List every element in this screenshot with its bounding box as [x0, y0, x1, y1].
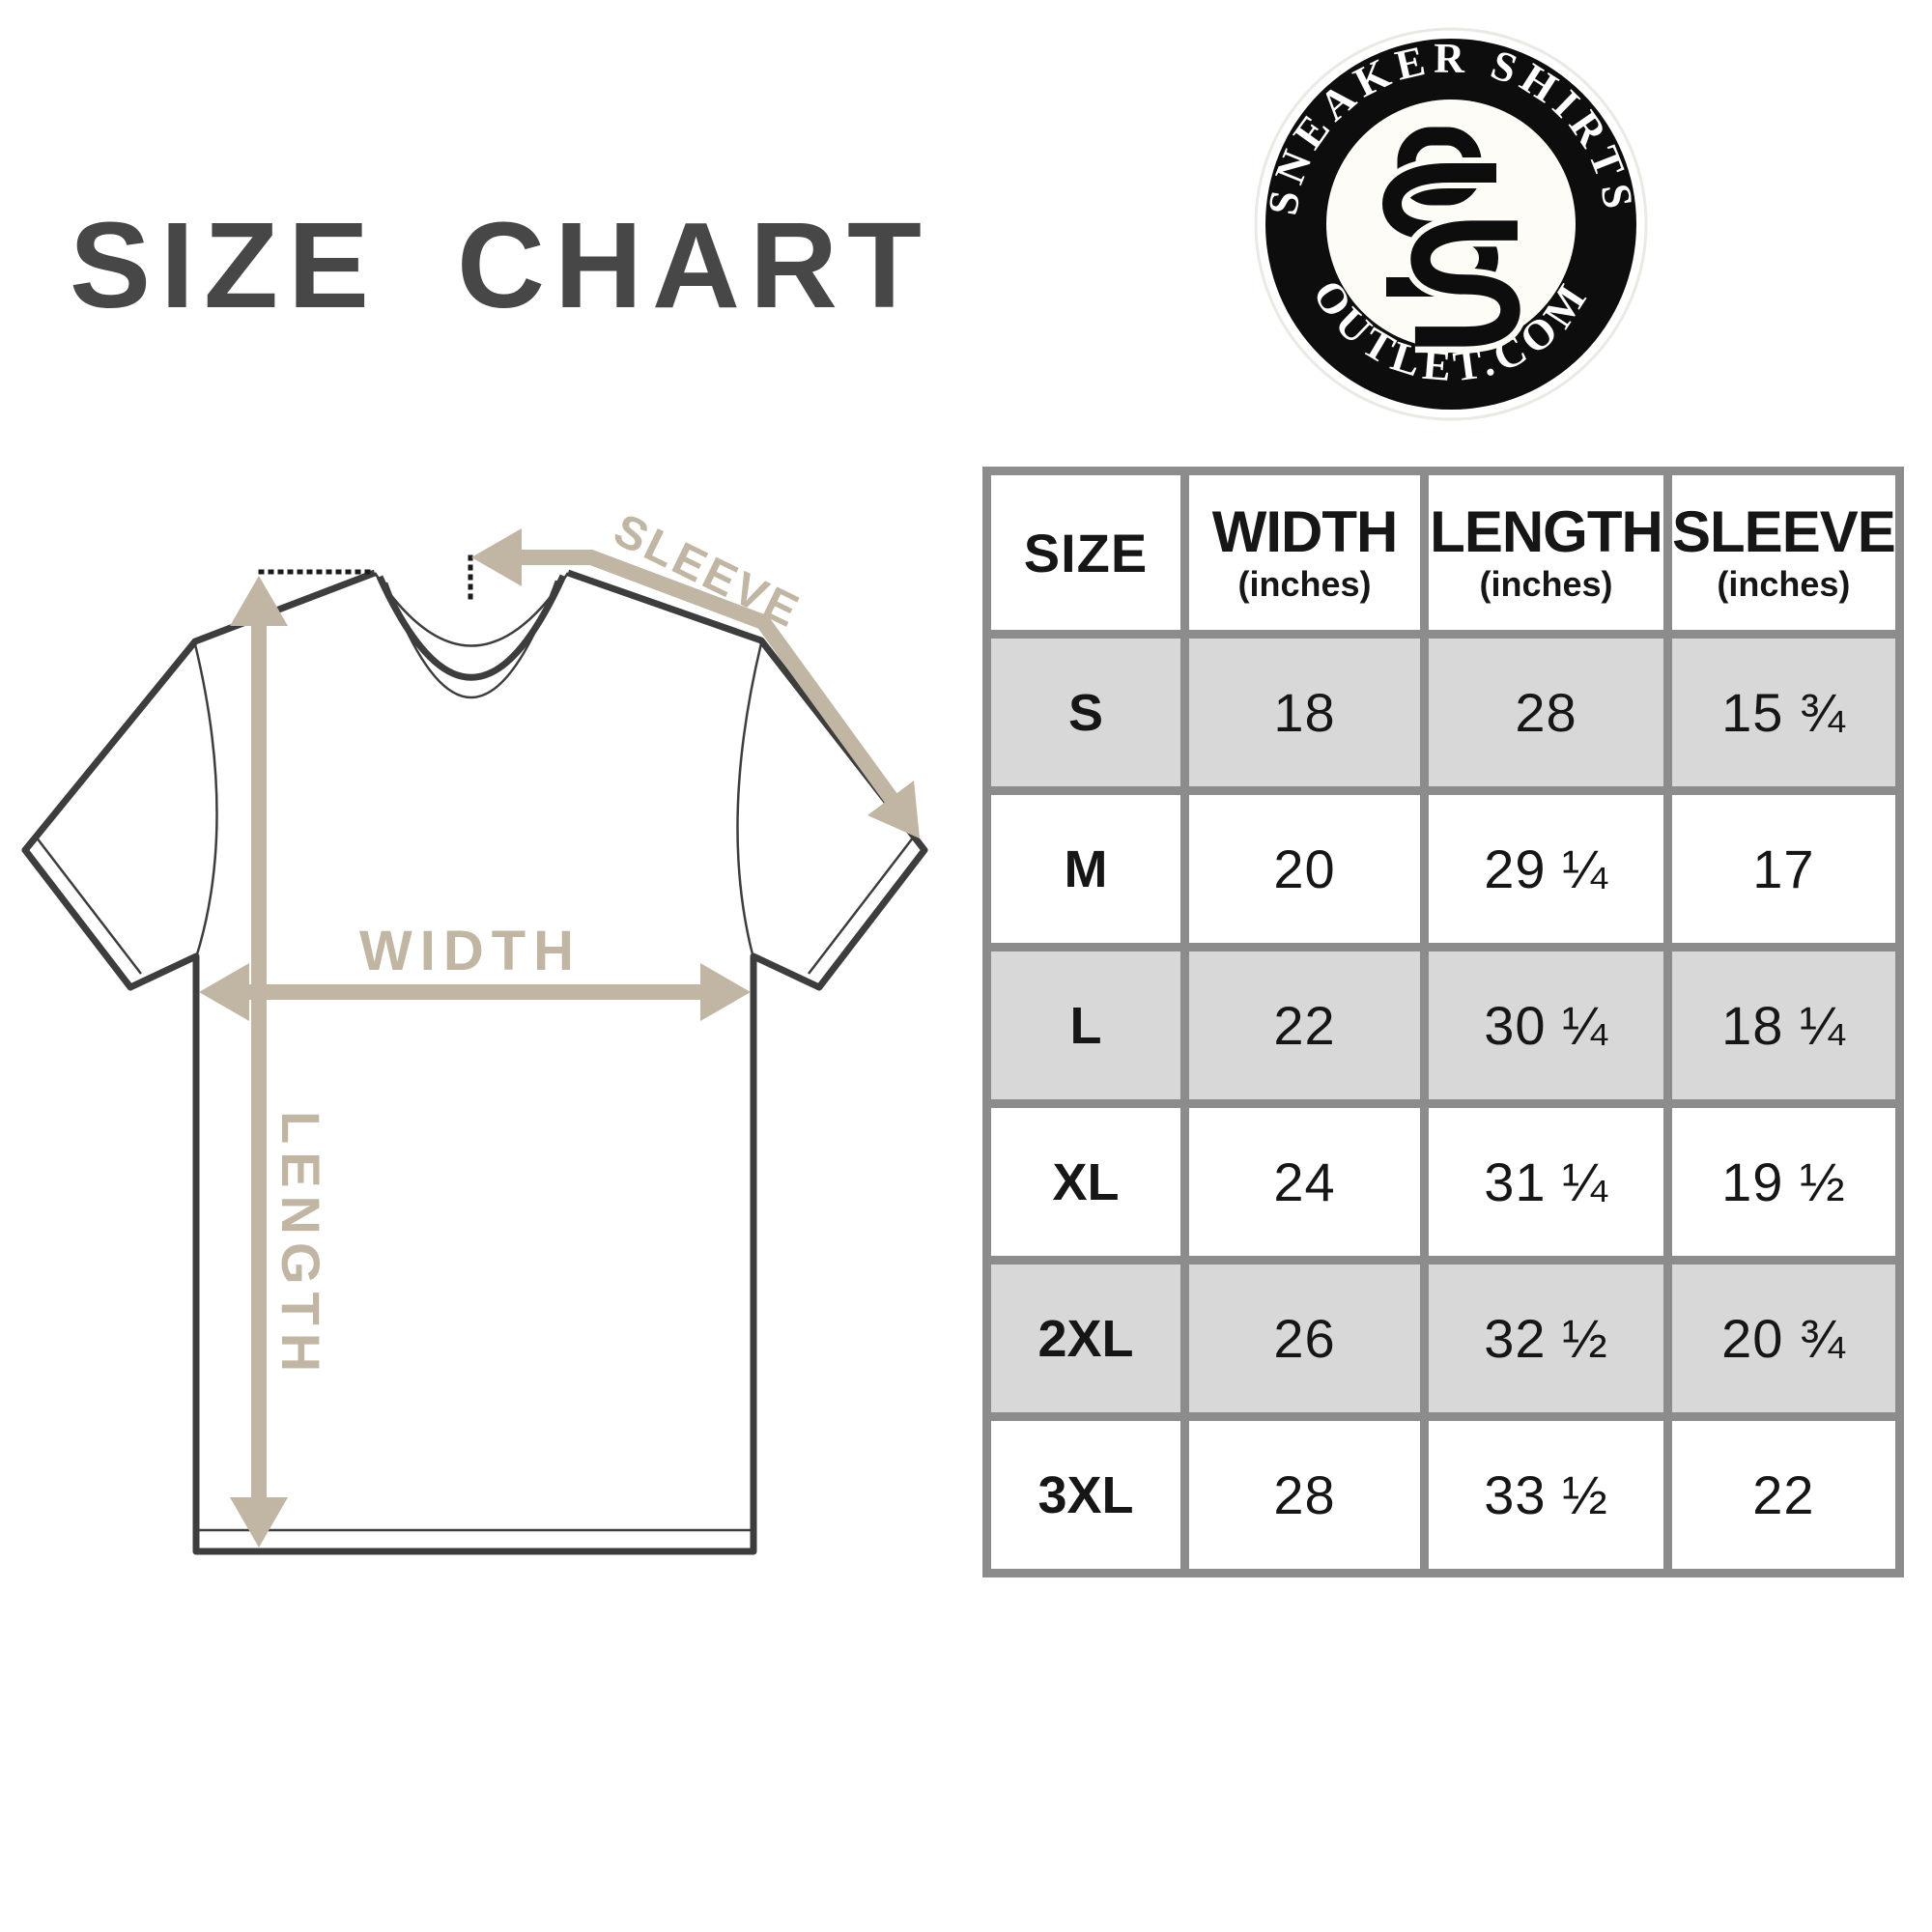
sleeve-cell: 19 ½: [1663, 1099, 1904, 1264]
col-header-length: LENGTH (inches): [1420, 467, 1672, 639]
collar-band: [376, 574, 567, 681]
brand-monogram-icon: [1376, 127, 1527, 354]
width-cell: 28: [1180, 1412, 1429, 1577]
size-cell: 2XL: [982, 1256, 1189, 1421]
width-arrowhead-right: [700, 963, 751, 1021]
table-row: S 18 28 15 ¾: [982, 630, 1904, 795]
col-header-size: SIZE: [982, 467, 1189, 639]
col-header-sleeve: SLEEVE (inches): [1663, 467, 1904, 639]
table-row: 2XL 26 32 ½ 20 ¾: [982, 1256, 1904, 1421]
size-cell: L: [982, 943, 1189, 1108]
size-table-header-row: SIZE WIDTH (inches) LENGTH (inches) SLEE…: [982, 467, 1904, 639]
brand-logo-badge: SNEAKER SHIRTS OUTLET.COM: [1254, 27, 1648, 421]
size-cell: M: [982, 786, 1189, 952]
width-label: WIDTH: [359, 920, 582, 982]
length-arrowhead-bottom: [230, 1497, 288, 1548]
length-cell: 30 ¼: [1420, 943, 1672, 1108]
sleeve-cell: 22: [1663, 1412, 1904, 1577]
width-cell: 24: [1180, 1099, 1429, 1264]
table-row: M 20 29 ¼ 17: [982, 786, 1904, 952]
width-arrowhead-left: [199, 963, 249, 1021]
table-row: L 22 30 ¼ 18 ¼: [982, 943, 1904, 1108]
sleeve-arrowhead-tip: [867, 781, 920, 838]
sleeve-cell: 18 ¼: [1663, 943, 1904, 1108]
width-cell: 20: [1180, 786, 1429, 952]
length-cell: 29 ¼: [1420, 786, 1672, 952]
sleeve-cell: 17: [1663, 786, 1904, 952]
measure-arrows: [199, 528, 920, 1548]
length-cell: 28: [1420, 630, 1672, 795]
page-title: SIZE CHART: [70, 197, 931, 333]
width-cell: 18: [1180, 630, 1429, 795]
length-cell: 31 ¼: [1420, 1099, 1672, 1264]
length-label: LENGTH: [270, 1111, 331, 1379]
size-cell: XL: [982, 1099, 1189, 1264]
table-row: 3XL 28 33 ½ 22: [982, 1412, 1904, 1577]
length-arrowhead-top: [230, 576, 288, 626]
size-cell: 3XL: [982, 1412, 1189, 1577]
length-cell: 33 ½: [1420, 1412, 1672, 1577]
dotted-guides: [258, 554, 473, 609]
table-row: XL 24 31 ¼ 19 ½: [982, 1099, 1904, 1264]
size-cell: S: [982, 630, 1189, 795]
length-cell: 32 ½: [1420, 1256, 1672, 1421]
width-cell: 22: [1180, 943, 1429, 1108]
tshirt-diagram: WIDTH LENGTH SLEEVE: [21, 504, 928, 1555]
sleeve-arrowhead-left: [471, 528, 522, 586]
tshirt-body: [25, 573, 924, 1551]
width-cell: 26: [1180, 1256, 1429, 1421]
sleeve-cell: 15 ¾: [1663, 630, 1904, 795]
col-header-width: WIDTH (inches): [1180, 467, 1429, 639]
size-table: SIZE WIDTH (inches) LENGTH (inches) SLEE…: [982, 467, 1904, 1577]
sleeve-cell: 20 ¾: [1663, 1256, 1904, 1421]
